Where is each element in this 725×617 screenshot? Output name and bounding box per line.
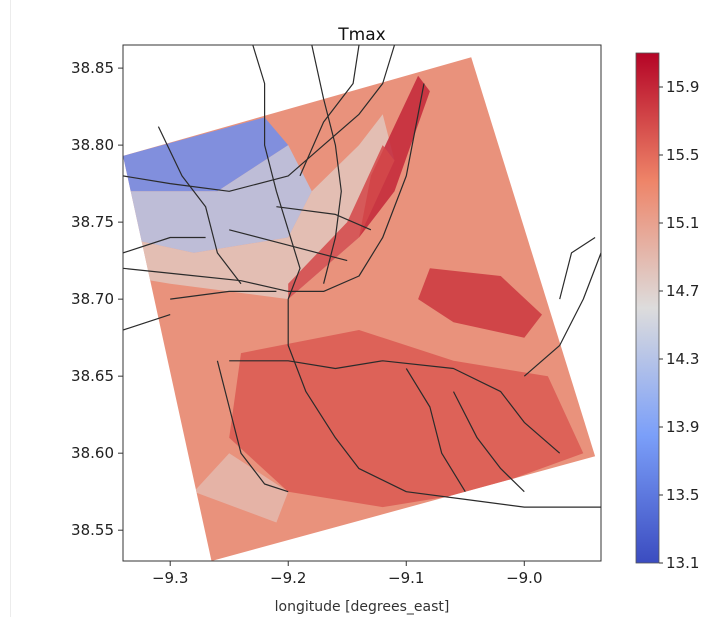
- colorbar-tick-label: 13.1: [666, 554, 699, 572]
- colorbar-tick-label: 15.5: [666, 146, 699, 164]
- y-tick-label: 38.70: [71, 290, 114, 308]
- road-line: [123, 236, 206, 254]
- road-line: [229, 229, 348, 262]
- road-line: [123, 314, 171, 331]
- road-line: [157, 126, 242, 285]
- road-network: [123, 45, 601, 508]
- temperature-regions: [123, 75, 584, 523]
- colorbar: [635, 52, 660, 564]
- colorbar-tick-label: 13.9: [666, 418, 699, 436]
- road-line: [276, 206, 372, 231]
- road-line: [123, 83, 425, 292]
- region-southwest-coast: [193, 453, 289, 523]
- y-tick-label: 38.60: [71, 444, 114, 462]
- road-line: [559, 236, 596, 300]
- road-line: [123, 45, 396, 192]
- road-line: [229, 360, 561, 454]
- colorbar-axis: 13.1 13.5 13.9 14.3 14.7 15.1 15.5 15.9: [659, 78, 699, 572]
- road-line: [216, 360, 289, 493]
- road-line: [405, 368, 466, 493]
- road-line: [287, 299, 601, 508]
- road-line: [287, 229, 301, 300]
- x-tick-label: −9.2: [270, 569, 306, 587]
- plot-area: [123, 45, 601, 561]
- x-tick-label: −9.3: [152, 569, 188, 587]
- colorbar-tick-label: 15.1: [666, 214, 699, 232]
- left-border-line: [10, 0, 11, 617]
- road-line: [170, 290, 277, 300]
- colorbar-tick-label: 14.7: [666, 282, 699, 300]
- region-northern-hills: [123, 145, 312, 253]
- y-tick-label: 38.85: [71, 59, 114, 77]
- region-city-east-bank: [288, 145, 395, 300]
- region-northwest-highlands: [123, 117, 289, 192]
- colorbar-tick-label: 15.9: [666, 78, 699, 96]
- x-axis: −9.3 −9.2 −9.1 −9.0: [152, 561, 543, 587]
- road-line: [311, 45, 342, 284]
- x-axis-label: longitude [degrees_east]: [275, 599, 450, 615]
- road-line: [252, 45, 289, 230]
- colorbar-tick-label: 13.5: [666, 486, 699, 504]
- y-tick-label: 38.80: [71, 136, 114, 154]
- y-tick-label: 38.75: [71, 213, 114, 231]
- y-tick-label: 38.55: [71, 521, 114, 539]
- x-tick-label: −9.1: [388, 569, 424, 587]
- road-line: [299, 45, 360, 177]
- plot-frame: [122, 44, 602, 562]
- y-axis: 38.55 38.60 38.65 38.70 38.75 38.80 38.85: [71, 59, 123, 539]
- region-southern-peninsula: [229, 330, 584, 508]
- y-tick-label: 38.65: [71, 367, 114, 385]
- chart-title: Tmax: [337, 25, 385, 45]
- x-tick-label: −9.0: [506, 569, 542, 587]
- road-line: [452, 391, 525, 493]
- region-eastern-bank: [418, 268, 542, 338]
- road-line: [523, 252, 601, 377]
- colorbar-tick-label: 14.3: [666, 350, 699, 368]
